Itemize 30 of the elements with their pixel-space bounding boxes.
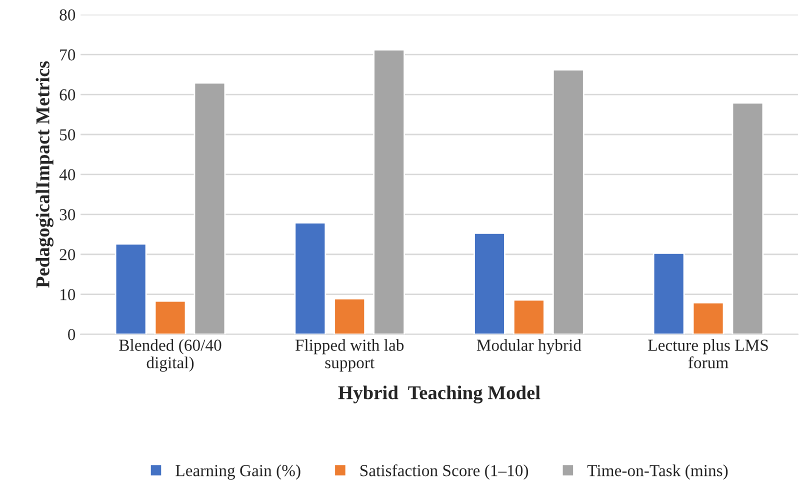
y-tick-label: 60 [60,89,76,100]
y-tick-label: 20 [60,249,76,260]
x-axis-title: Hybrid Teaching Model [338,386,540,404]
y-axis-title: PedagogicalImpact Metrics [36,61,54,288]
y-tick-label: 0 [68,328,76,340]
bar [154,300,186,334]
y-tick-label: 50 [60,129,76,140]
bar [294,222,326,334]
y-tick-label: 80 [60,9,76,21]
bar [732,102,764,334]
legend-label: Learning Gain (%) [176,464,300,480]
y-tick-label: 30 [60,209,76,220]
bar [652,252,685,334]
x-tick-label: Flipped with lab support [295,339,404,372]
bar [552,69,584,334]
x-tick-label: Lecture plus LMS forum [648,339,768,368]
x-tick-label: Blended (60/40 digital) [119,339,222,372]
bar [692,302,724,334]
bar [114,243,147,334]
bar [513,299,545,334]
legend-label: Satisfaction Score (1–10) [360,464,528,480]
y-tick-label: 40 [59,169,76,180]
x-tick-label: Modular hybrid [476,339,582,354]
legend-label: Time-on-Task (mins) [587,464,728,480]
y-tick-label: 70 [60,49,76,61]
y-tick-label: 10 [60,289,76,300]
bar [373,49,405,334]
bar [334,298,366,334]
bar [194,82,226,334]
bar [474,232,506,334]
